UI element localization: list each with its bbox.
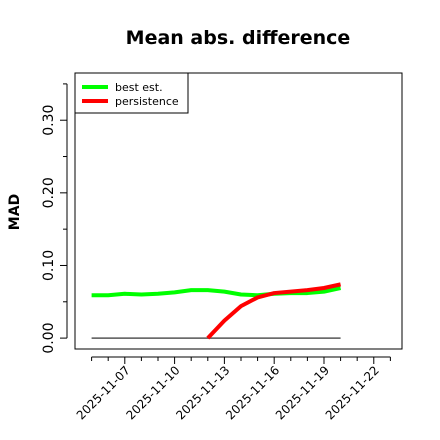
y-tick-label: 0.30 — [41, 105, 57, 136]
legend-entry-persistence: persistence — [115, 95, 179, 108]
series-layer — [91, 282, 342, 340]
legend-entry-best-est: best est. — [115, 81, 163, 94]
y-tick-label: 0.00 — [41, 323, 57, 354]
x-tick-label: 2025-11-22 — [323, 363, 382, 422]
chart-title: Mean abs. difference — [126, 27, 351, 49]
y-axis-label: MAD — [7, 194, 23, 230]
y-tick-label: 0.10 — [41, 250, 57, 281]
y-axis: 0.00 0.10 0.20 0.30 — [41, 83, 68, 354]
series-line-best-est — [91, 286, 342, 298]
plot-frame — [74, 72, 403, 350]
legend-box — [74, 72, 189, 114]
legend: best est. persistence — [74, 72, 189, 114]
x-axis: 2025-11-072025-11-102025-11-132025-11-16… — [74, 356, 391, 422]
y-tick-label: 0.20 — [41, 177, 57, 208]
